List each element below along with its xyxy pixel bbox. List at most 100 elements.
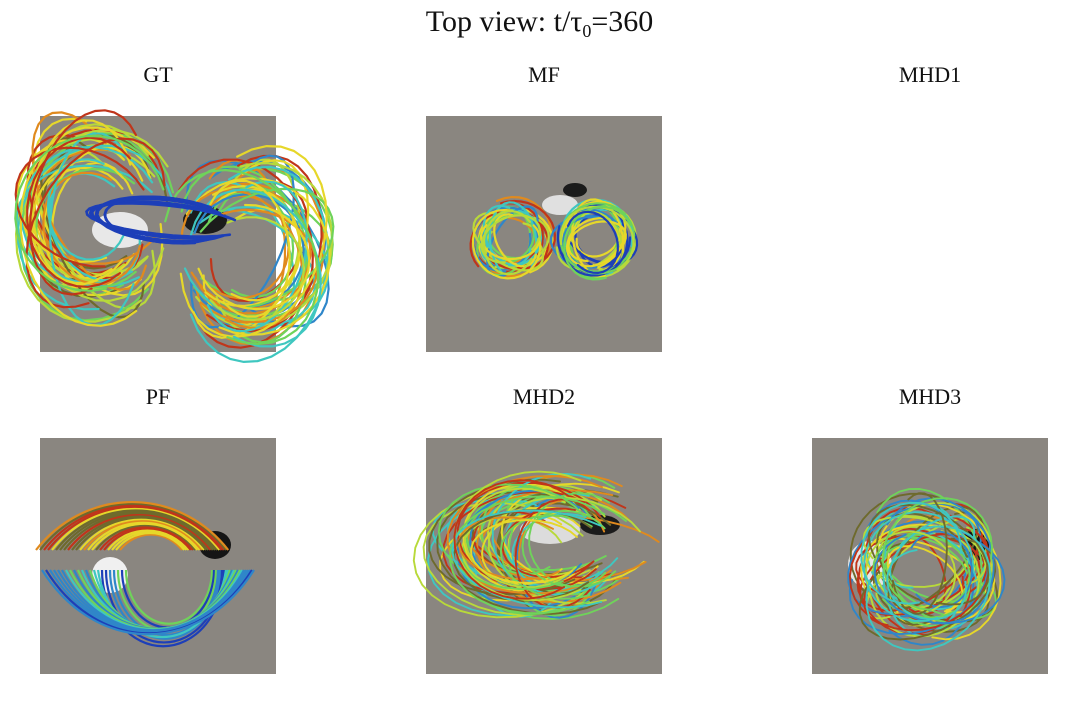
- field-line: [865, 525, 992, 652]
- field-line: [51, 507, 221, 551]
- field-line: [451, 509, 603, 609]
- field-line: [412, 485, 587, 619]
- field-line: [499, 514, 593, 600]
- panel-label-mhd2: MHD2: [512, 384, 576, 409]
- field-line: [521, 509, 607, 588]
- field-line: [886, 549, 968, 621]
- field-line: [480, 214, 542, 264]
- field-line: [882, 497, 993, 611]
- field-line: [124, 569, 214, 625]
- field-lines-pf: [35, 501, 255, 648]
- field-line: [47, 505, 223, 551]
- field-line: [199, 208, 319, 324]
- field-line: [910, 530, 973, 608]
- field-line: [112, 569, 220, 637]
- flux-patch-black: [563, 183, 587, 197]
- title-subscript: 0: [582, 21, 592, 41]
- field-line: [860, 523, 996, 626]
- field-line: [103, 527, 192, 551]
- field-line: [562, 215, 609, 269]
- field-line: [41, 569, 255, 636]
- field-line: [446, 474, 612, 595]
- field-line: [107, 528, 190, 551]
- panel-label-pf: PF: [145, 384, 171, 409]
- field-line: [470, 519, 578, 584]
- field-line: [482, 204, 532, 266]
- field-line: [862, 515, 987, 585]
- field-line: [71, 514, 210, 551]
- field-line: [63, 511, 214, 551]
- field-lines-gt: [14, 109, 335, 364]
- panel-label-mf: MF: [528, 62, 560, 87]
- field-line: [437, 483, 585, 591]
- field-line: [209, 179, 291, 318]
- field-line: [197, 203, 311, 311]
- field-line: [95, 524, 197, 551]
- field-line: [83, 519, 203, 551]
- field-line: [422, 502, 584, 616]
- field-line: [449, 495, 606, 615]
- field-line: [39, 502, 227, 551]
- field-lines-mhd2: [412, 470, 660, 620]
- field-line: [193, 193, 305, 308]
- field-line: [75, 516, 208, 551]
- field-line: [488, 201, 538, 273]
- field-line: [873, 533, 1006, 625]
- field-line: [87, 521, 201, 551]
- field-line: [59, 510, 216, 551]
- field-line: [164, 168, 320, 346]
- field-lines-mhd3: [847, 487, 1006, 652]
- field-line: [571, 198, 625, 271]
- panel-label-gt: GT: [143, 62, 173, 87]
- field-line: [458, 516, 561, 581]
- field-line: [860, 501, 962, 605]
- field-line: [91, 522, 199, 551]
- field-line: [31, 111, 147, 291]
- field-line: [35, 501, 230, 551]
- field-line: [85, 202, 237, 238]
- field-line: [209, 216, 305, 322]
- panel-label-mhd1: MHD1: [898, 62, 962, 87]
- title-suffix: =360: [591, 5, 654, 38]
- field-line: [179, 144, 328, 339]
- field-line: [99, 525, 194, 551]
- field-line: [55, 508, 219, 551]
- field-line: [471, 208, 542, 280]
- field-line: [14, 135, 165, 292]
- field-line: [115, 531, 186, 551]
- field-line: [185, 177, 331, 336]
- field-line: [29, 109, 137, 296]
- field-line: [103, 195, 203, 245]
- field-line: [463, 487, 577, 589]
- field-line: [119, 533, 183, 551]
- field-line: [575, 217, 621, 258]
- field-line: [872, 533, 971, 607]
- field-line: [886, 497, 995, 625]
- field-line: [88, 200, 214, 240]
- flux-patch-white: [542, 195, 578, 215]
- field-line: [206, 180, 308, 333]
- field-line: [565, 217, 619, 268]
- field-line: [111, 530, 188, 551]
- title-prefix: Top view: t/τ: [425, 5, 583, 38]
- field-line: [26, 136, 132, 288]
- field-line: [14, 146, 145, 268]
- field-line: [865, 530, 957, 612]
- field-line: [95, 197, 225, 243]
- field-line: [19, 126, 138, 327]
- field-line: [453, 479, 569, 600]
- field-line: [79, 517, 205, 551]
- field-line: [566, 210, 619, 275]
- field-line: [15, 137, 144, 263]
- field-line: [559, 205, 635, 271]
- field-line: [859, 527, 989, 617]
- field-line: [891, 492, 948, 615]
- field-line: [867, 504, 990, 606]
- field-lines-mf: [469, 183, 639, 281]
- field-line: [563, 205, 632, 281]
- figure-title: Top view: t/τ0=360: [0, 2, 1079, 51]
- panel-label-mhd3: MHD3: [898, 384, 962, 409]
- field-line: [25, 137, 166, 309]
- field-line: [67, 513, 212, 551]
- field-line: [43, 504, 225, 551]
